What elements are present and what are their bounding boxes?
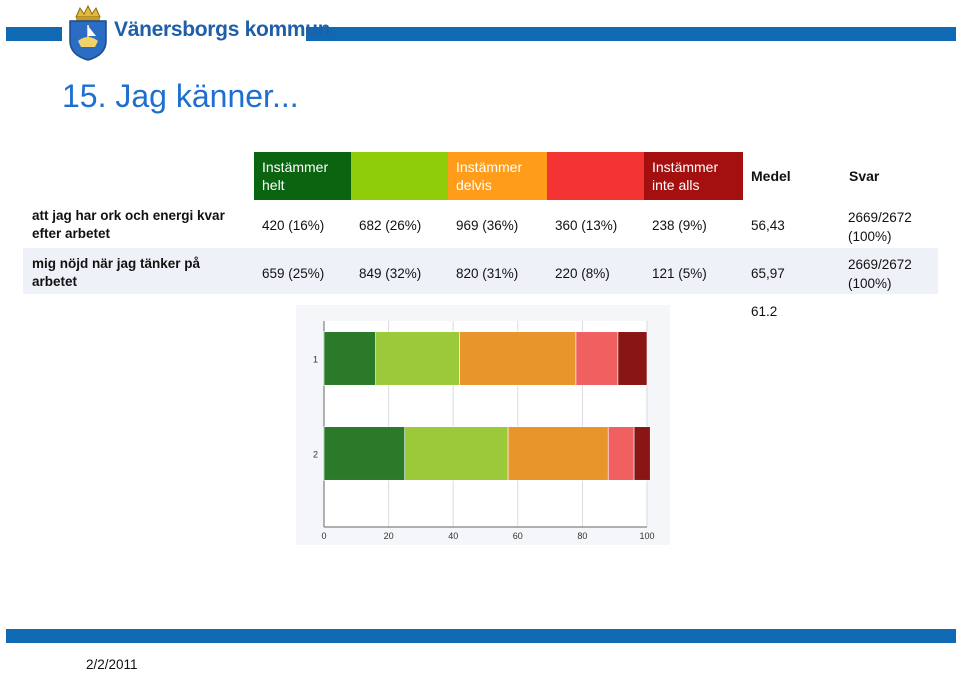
brand-name: Vänersborgs kommun (114, 18, 331, 41)
row-label: att jag har ork och energi kvar efter ar… (32, 208, 225, 241)
header-label: inte alls (652, 177, 700, 193)
bar-segment (633, 426, 651, 481)
footer-bar (6, 629, 956, 643)
cell-medel: 56,43 (751, 218, 785, 233)
bar-segment (323, 426, 406, 481)
cell-value: 659 (25%) (262, 266, 325, 281)
header-bar-left (6, 27, 62, 41)
header-label: Instämmer (262, 159, 329, 175)
svar-count: 2669/2672 (848, 210, 912, 225)
bar-segment (607, 426, 635, 481)
stacked-bar-chart: 0 20 40 60 80 100 1 2 (296, 305, 670, 545)
bar-segment (459, 331, 577, 386)
header-label: delvis (456, 177, 492, 193)
row-label: mig nöjd när jag tänker på arbetet (32, 256, 201, 289)
cell-value: 420 (16%) (262, 218, 325, 233)
cell-value: 820 (31%) (456, 266, 519, 281)
table-row (23, 248, 938, 294)
x-tick-label: 100 (639, 531, 654, 541)
chart-svg: 0 20 40 60 80 100 1 2 (313, 321, 655, 541)
header-medel: Medel (751, 168, 791, 184)
footer-date: 2/2/2011 (86, 657, 138, 672)
cell-value: 849 (32%) (359, 266, 422, 281)
svar-percent: (100%) (848, 229, 892, 244)
cell-svar: 2669/2672 (100%) (848, 208, 912, 246)
bar-segment (507, 426, 609, 481)
header-label: Instämmer (652, 159, 719, 175)
header-instammer-inte-alls: Instämmer inte alls (644, 152, 743, 200)
y-tick-label: 1 (313, 355, 318, 365)
page-title: 15. Jag känner... (62, 78, 299, 114)
cell-svar: 2669/2672 (100%) (848, 255, 912, 293)
bar-segment (323, 331, 376, 386)
x-tick-label: 80 (577, 531, 587, 541)
header-blank-red (547, 152, 644, 200)
y-tick-label: 2 (313, 450, 318, 460)
x-tick-label: 20 (384, 531, 394, 541)
svar-percent: (100%) (848, 276, 892, 291)
bar-segment (404, 426, 509, 481)
cell-value: 682 (26%) (359, 218, 422, 233)
table-row (23, 202, 938, 246)
svar-count: 2669/2672 (848, 257, 912, 272)
cell-value: 220 (8%) (555, 266, 610, 281)
bar-segment (375, 331, 460, 386)
cell-value: 360 (13%) (555, 218, 618, 233)
coat-of-arms-icon (69, 4, 107, 61)
cell-value: 121 (5%) (652, 266, 707, 281)
header-instammer-helt: Instämmer helt (254, 152, 351, 200)
cell-value: 238 (9%) (652, 218, 707, 233)
x-tick-label: 0 (321, 531, 326, 541)
cell-medel: 65,97 (751, 266, 785, 281)
x-tick-label: 60 (513, 531, 523, 541)
average-value: 61.2 (751, 304, 778, 319)
header-bar-right (306, 27, 956, 41)
cell-value: 969 (36%) (456, 218, 519, 233)
header-label: Instämmer (456, 159, 523, 175)
header-label: helt (262, 177, 285, 193)
header-svar: Svar (849, 168, 880, 184)
bar-segment (575, 331, 619, 386)
bar-segment (617, 331, 648, 386)
header-instammer-delvis: Instämmer delvis (448, 152, 547, 200)
x-tick-label: 40 (448, 531, 458, 541)
header-blank-green (351, 152, 448, 200)
